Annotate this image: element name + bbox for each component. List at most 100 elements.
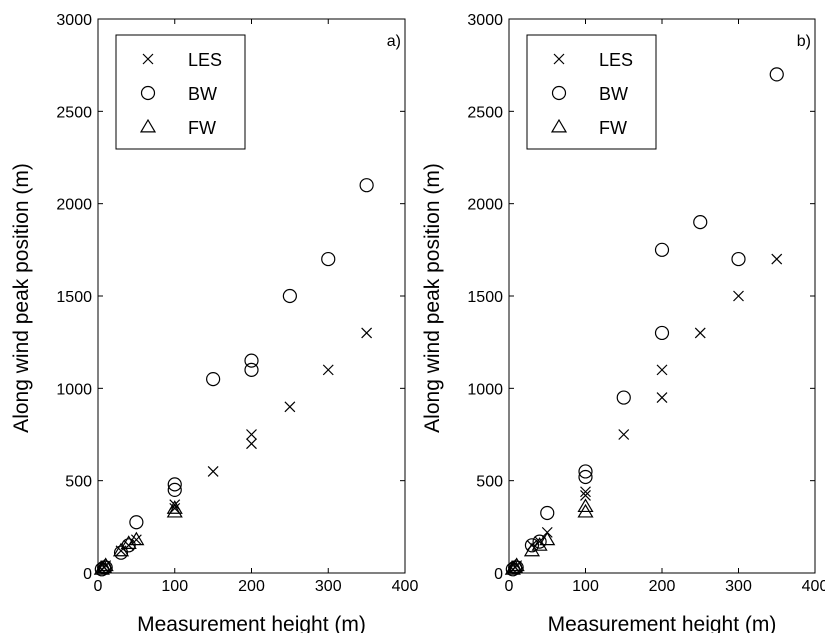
les-point — [142, 53, 154, 65]
bw-point — [578, 464, 593, 479]
y-tick-label: 3000 — [56, 12, 92, 29]
les-point — [553, 53, 565, 65]
fw-point — [504, 561, 521, 575]
les-point — [618, 429, 630, 440]
bw-point — [282, 288, 297, 304]
x-tick-label: 200 — [649, 578, 676, 595]
fw-point — [112, 542, 130, 557]
y-axis-label: Along wind peak position (m) — [10, 163, 33, 433]
bw-point — [693, 215, 708, 230]
y-tick-label: 2000 — [467, 197, 503, 214]
legend-label: BW — [188, 84, 217, 104]
y-tick-label: 0 — [494, 566, 503, 583]
panel-label: a) — [387, 33, 401, 50]
legend-label: LES — [188, 50, 222, 70]
x-tick-label: 400 — [392, 578, 419, 595]
x-tick-label: 100 — [161, 578, 188, 595]
les-point — [771, 253, 783, 265]
x-axis-label: Measurement height (m) — [137, 613, 366, 633]
legend-entry-bw: BW — [140, 84, 217, 104]
legend-box — [526, 34, 657, 150]
bw-point — [140, 85, 156, 101]
les-point — [656, 364, 668, 376]
fw-point — [539, 531, 556, 546]
legend-box — [115, 34, 246, 150]
les-point — [694, 327, 706, 339]
legend-label: LES — [599, 50, 633, 70]
fw-point — [128, 531, 145, 546]
bw-point — [167, 477, 182, 492]
bw-point — [167, 482, 182, 497]
les-point — [580, 486, 591, 498]
fw-point — [508, 557, 525, 572]
legend-entry-fw: FW — [139, 118, 216, 138]
les-point — [361, 327, 373, 339]
x-tick-label: 0 — [505, 578, 514, 595]
fw-point — [97, 557, 114, 572]
x-tick-label: 0 — [94, 578, 103, 595]
les-point — [733, 290, 744, 302]
bw-point — [244, 353, 259, 368]
bw-point — [244, 362, 259, 377]
les-point — [246, 438, 257, 450]
bw-point — [540, 505, 555, 521]
fw-point — [550, 118, 568, 133]
bw-point — [769, 67, 784, 82]
bw-point — [113, 545, 129, 560]
fw-point — [120, 535, 137, 549]
x-tick-label: 300 — [725, 578, 752, 595]
bw-point — [359, 178, 374, 193]
panel-label: b) — [797, 33, 811, 50]
fw-point — [166, 503, 183, 518]
series-les — [507, 253, 783, 575]
y-tick-label: 1500 — [467, 289, 503, 306]
bw-point — [731, 251, 746, 267]
legend-entry-les: LES — [553, 50, 633, 70]
les-point — [580, 490, 591, 501]
fw-point — [139, 118, 157, 133]
x-axis-label: Measurement height (m) — [548, 613, 777, 633]
fw-point — [93, 561, 110, 575]
fw-point — [577, 498, 594, 513]
les-point — [322, 364, 334, 376]
legend-label: FW — [188, 118, 216, 138]
legend-entry-les: LES — [142, 50, 222, 70]
x-tick-label: 400 — [802, 578, 825, 595]
les-point — [656, 392, 668, 403]
legend: LES BW FW — [526, 34, 657, 150]
y-tick-label: 500 — [476, 474, 503, 491]
chart-panel-b: 0 100 200 300 400 0 500 1000 1500 2000 2500 3000 Mea… — [421, 12, 825, 633]
chart-panel-a: 0 100 200 300 400 0 500 1000 1500 2000 2500 3000 Mea… — [10, 12, 418, 633]
y-tick-label: 500 — [65, 474, 92, 491]
legend-label: FW — [599, 118, 627, 138]
series-les — [96, 327, 373, 575]
les-point — [207, 466, 219, 477]
bw-point — [551, 85, 567, 101]
bw-point — [321, 251, 336, 267]
les-point — [246, 429, 257, 440]
x-tick-label: 300 — [315, 578, 342, 595]
bw-point — [654, 325, 670, 341]
series-fw — [504, 498, 594, 575]
legend-entry-fw: FW — [550, 118, 627, 138]
x-tick-label: 200 — [238, 578, 265, 595]
bw-point — [532, 534, 547, 549]
legend-label: BW — [599, 84, 628, 104]
x-tick-label: 100 — [572, 578, 599, 595]
bw-point — [578, 469, 593, 485]
fw-point — [166, 500, 183, 514]
y-axis-label: Along wind peak position (m) — [421, 163, 444, 433]
bw-point — [654, 242, 670, 257]
y-tick-label: 1000 — [56, 381, 92, 398]
legend: LES BW FW — [115, 34, 246, 150]
les-point — [284, 401, 296, 413]
series-bw — [94, 178, 374, 577]
legend-entry-bw: BW — [551, 84, 628, 104]
y-tick-label: 2500 — [56, 104, 92, 121]
y-tick-label: 3000 — [467, 12, 503, 29]
y-tick-label: 2000 — [56, 197, 92, 214]
y-tick-label: 0 — [83, 566, 92, 583]
y-tick-label: 1500 — [56, 289, 92, 306]
y-tick-label: 1000 — [467, 381, 503, 398]
